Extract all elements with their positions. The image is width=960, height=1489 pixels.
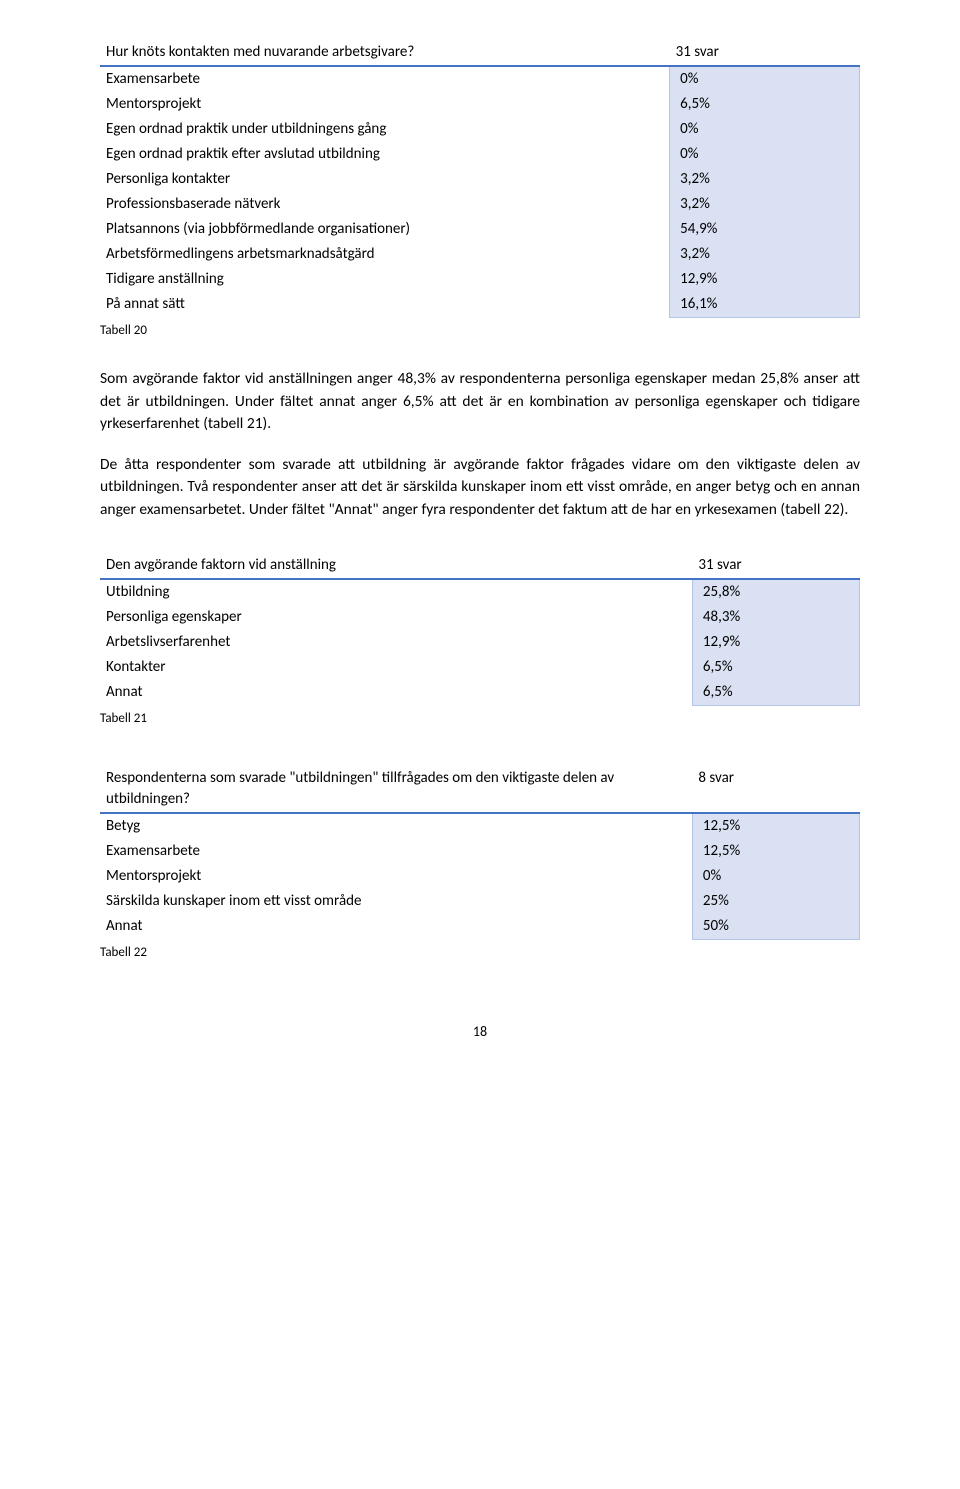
page-number: 18 [100, 1022, 860, 1042]
table-20-row-label: Platsannons (via jobbförmedlande organis… [100, 217, 670, 242]
table-20-row: Examensarbete0% [100, 66, 860, 92]
table-20-row-label: På annat sätt [100, 292, 670, 318]
table-21-header: Den avgörande faktorn vid anställning 31… [100, 553, 860, 579]
table-20-row-value: 0% [670, 117, 860, 142]
table-22-row-value: 0% [692, 864, 859, 889]
table-20-row-label: Arbetsförmedlingens arbetsmarknadsåtgärd [100, 242, 670, 267]
table-20-row: Personliga kontakter3,2% [100, 167, 860, 192]
table-20-row: Tidigare anställning12,9% [100, 267, 860, 292]
table-20-row: Egen ordnad praktik under utbildningens … [100, 117, 860, 142]
table-20-row-label: Egen ordnad praktik under utbildningens … [100, 117, 670, 142]
table-21: Den avgörande faktorn vid anställning 31… [100, 553, 860, 706]
table-21-row: Arbetslivserfarenhet12,9% [100, 630, 860, 655]
table-22-title-text: Respondenterna som svarade "utbildningen… [106, 769, 614, 808]
table-21-row-label: Arbetslivserfarenhet [100, 630, 692, 655]
table-22-title: Respondenterna som svarade "utbildningen… [100, 766, 692, 813]
table-21-row: Kontakter6,5% [100, 655, 860, 680]
table-20-row-value: 16,1% [670, 292, 860, 318]
table-22-row-value: 25% [692, 889, 859, 914]
table-22-row-value: 12,5% [692, 813, 859, 839]
table-22-row: Betyg12,5% [100, 813, 860, 839]
table-20-row-value: 3,2% [670, 167, 860, 192]
table-22-row-label: Särskilda kunskaper inom ett visst områd… [100, 889, 692, 914]
table-21-count: 31 svar [692, 553, 859, 579]
table-20-row: Mentorsprojekt6,5% [100, 92, 860, 117]
table-21-row-label: Kontakter [100, 655, 692, 680]
table-22-header: Respondenterna som svarade "utbildningen… [100, 766, 860, 813]
table-21-row: Annat6,5% [100, 680, 860, 706]
table-20-row-value: 0% [670, 142, 860, 167]
table-22-row-label: Examensarbete [100, 839, 692, 864]
table-20-row-value: 12,9% [670, 267, 860, 292]
table-20-title: Hur knöts kontakten med nuvarande arbets… [100, 40, 670, 66]
table-22: Respondenterna som svarade "utbildningen… [100, 766, 860, 940]
table-20-row-value: 3,2% [670, 192, 860, 217]
table-20-body: Examensarbete0%Mentorsprojekt6,5%Egen or… [100, 66, 860, 318]
table-20-row-value: 3,2% [670, 242, 860, 267]
table-22-row-label: Mentorsprojekt [100, 864, 692, 889]
table-22-caption: Tabell 22 [100, 944, 860, 962]
table-22-row-value: 50% [692, 914, 859, 940]
table-22-count: 8 svar [692, 766, 859, 813]
table-21-body: Utbildning25,8%Personliga egenskaper48,3… [100, 579, 860, 706]
table-20-row-label: Professionsbaserade nätverk [100, 192, 670, 217]
table-20-row-value: 6,5% [670, 92, 860, 117]
table-20-row-label: Tidigare anställning [100, 267, 670, 292]
paragraph-2: De åtta respondenter som svarade att utb… [100, 454, 860, 521]
table-20-header: Hur knöts kontakten med nuvarande arbets… [100, 40, 860, 66]
table-22-row: Mentorsprojekt0% [100, 864, 860, 889]
table-21-row: Personliga egenskaper48,3% [100, 605, 860, 630]
table-21-row-value: 12,9% [692, 630, 859, 655]
table-22-row: Särskilda kunskaper inom ett visst områd… [100, 889, 860, 914]
table-20-row-label: Egen ordnad praktik efter avslutad utbil… [100, 142, 670, 167]
table-22-row: Examensarbete12,5% [100, 839, 860, 864]
table-20-row: Platsannons (via jobbförmedlande organis… [100, 217, 860, 242]
table-22-body: Betyg12,5%Examensarbete12,5%Mentorsproje… [100, 813, 860, 940]
table-21-row-value: 6,5% [692, 680, 859, 706]
table-21-row: Utbildning25,8% [100, 579, 860, 605]
table-22-row-value: 12,5% [692, 839, 859, 864]
table-20-row-value: 54,9% [670, 217, 860, 242]
table-22-row-label: Betyg [100, 813, 692, 839]
table-21-title: Den avgörande faktorn vid anställning [100, 553, 692, 579]
table-20-row-label: Personliga kontakter [100, 167, 670, 192]
table-20-row-label: Mentorsprojekt [100, 92, 670, 117]
table-20-row: Egen ordnad praktik efter avslutad utbil… [100, 142, 860, 167]
table-20-row: Arbetsförmedlingens arbetsmarknadsåtgärd… [100, 242, 860, 267]
table-21-row-label: Utbildning [100, 579, 692, 605]
table-22-row-label: Annat [100, 914, 692, 940]
table-21-caption: Tabell 21 [100, 710, 860, 728]
table-22-row: Annat50% [100, 914, 860, 940]
paragraph-1: Som avgörande faktor vid anställningen a… [100, 368, 860, 435]
table-20-caption: Tabell 20 [100, 322, 860, 340]
table-20-row: Professionsbaserade nätverk3,2% [100, 192, 860, 217]
table-21-row-value: 6,5% [692, 655, 859, 680]
table-20: Hur knöts kontakten med nuvarande arbets… [100, 40, 860, 318]
table-21-row-value: 48,3% [692, 605, 859, 630]
table-20-row: På annat sätt16,1% [100, 292, 860, 318]
table-21-row-label: Annat [100, 680, 692, 706]
table-21-row-value: 25,8% [692, 579, 859, 605]
table-20-row-value: 0% [670, 66, 860, 92]
table-21-row-label: Personliga egenskaper [100, 605, 692, 630]
table-20-row-label: Examensarbete [100, 66, 670, 92]
table-20-count: 31 svar [670, 40, 860, 66]
